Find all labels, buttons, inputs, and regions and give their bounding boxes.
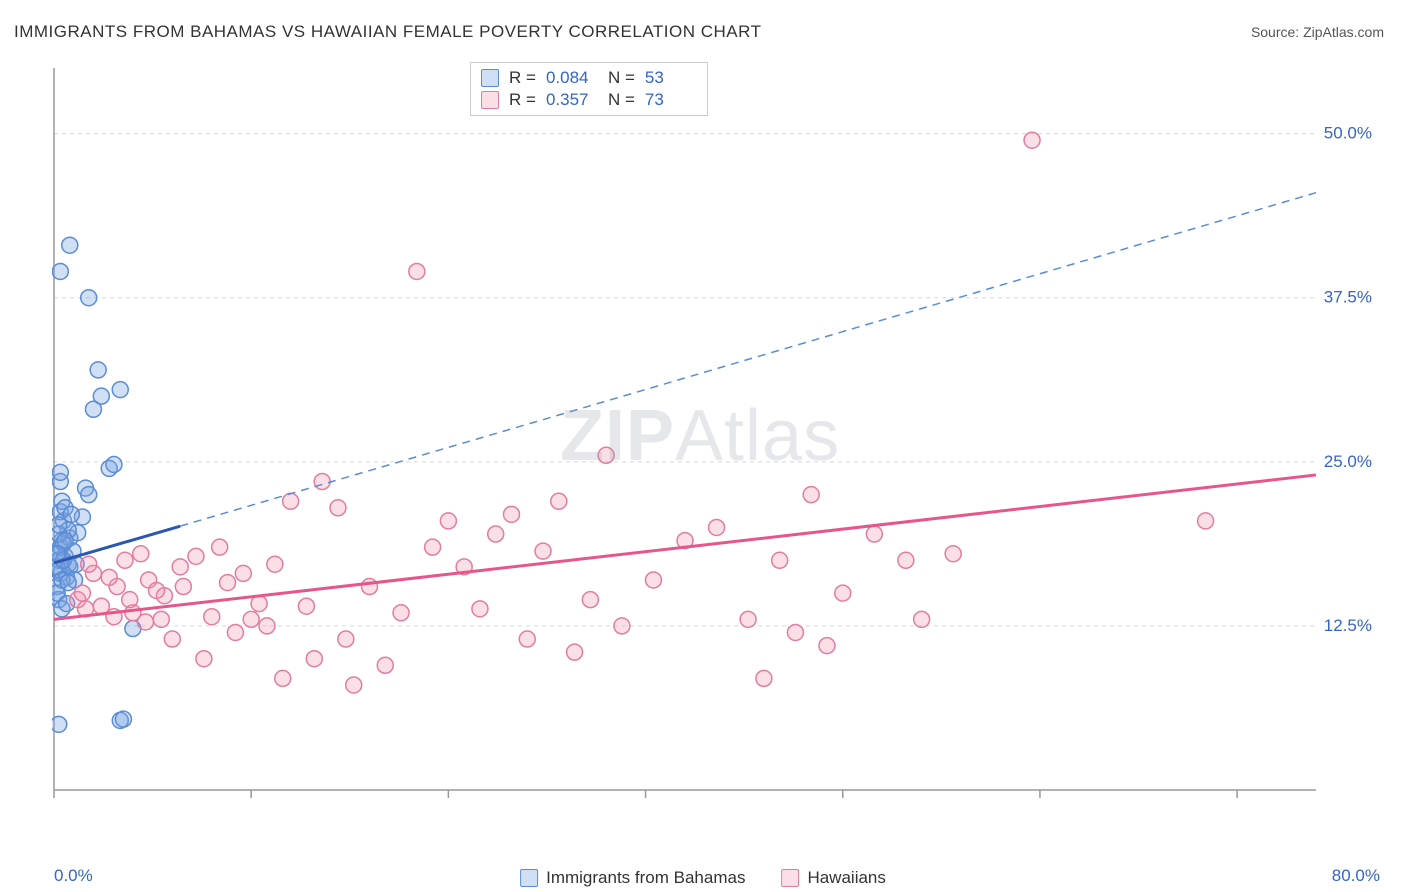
plot-area: 12.5% 25.0% 37.5% 50.0% bbox=[52, 60, 1378, 830]
r-label: R = bbox=[509, 68, 536, 88]
series2-n-value: 73 bbox=[645, 90, 697, 110]
svg-text:12.5%: 12.5% bbox=[1324, 616, 1372, 635]
legend-item-2: Hawaiians bbox=[781, 868, 885, 888]
series1-swatch-icon bbox=[520, 869, 538, 887]
bottom-legend: Immigrants from Bahamas Hawaiians bbox=[520, 868, 886, 888]
series1-n-value: 53 bbox=[645, 68, 697, 88]
r-label: R = bbox=[509, 90, 536, 110]
n-label: N = bbox=[608, 90, 635, 110]
series2-r-value: 0.357 bbox=[546, 90, 598, 110]
svg-text:25.0%: 25.0% bbox=[1324, 452, 1372, 471]
chart-container: IMMIGRANTS FROM BAHAMAS VS HAWAIIAN FEMA… bbox=[0, 0, 1406, 892]
corr-row-1: R = 0.084 N = 53 bbox=[481, 67, 697, 89]
scatter-chart: 12.5% 25.0% 37.5% 50.0% bbox=[52, 60, 1378, 830]
x-min-label: 0.0% bbox=[54, 866, 93, 886]
series1-r-value: 0.084 bbox=[546, 68, 598, 88]
legend-label-1: Immigrants from Bahamas bbox=[546, 868, 745, 888]
series1-swatch-icon bbox=[481, 69, 499, 87]
source-label: Source: ZipAtlas.com bbox=[1251, 24, 1384, 40]
svg-text:37.5%: 37.5% bbox=[1324, 288, 1372, 307]
page-title: IMMIGRANTS FROM BAHAMAS VS HAWAIIAN FEMA… bbox=[14, 22, 761, 42]
series2-swatch-icon bbox=[481, 91, 499, 109]
svg-text:50.0%: 50.0% bbox=[1324, 124, 1372, 143]
series2-swatch-icon bbox=[781, 869, 799, 887]
x-max-label: 80.0% bbox=[1332, 866, 1380, 886]
legend-label-2: Hawaiians bbox=[807, 868, 885, 888]
legend-item-1: Immigrants from Bahamas bbox=[520, 868, 745, 888]
correlation-legend: R = 0.084 N = 53 R = 0.357 N = 73 bbox=[470, 62, 708, 116]
n-label: N = bbox=[608, 68, 635, 88]
corr-row-2: R = 0.357 N = 73 bbox=[481, 89, 697, 111]
